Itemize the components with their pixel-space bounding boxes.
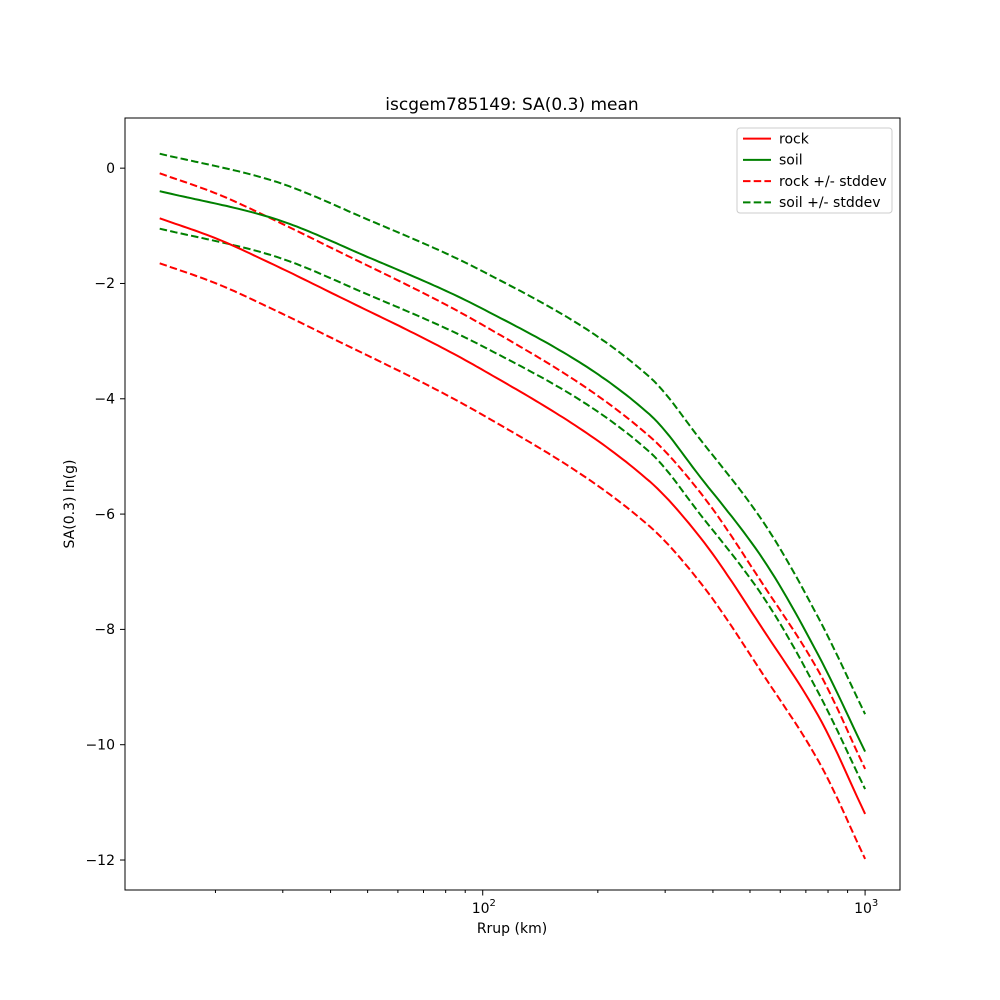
y-tick-label: −6 — [94, 507, 115, 523]
legend-item-soil_stddev: soil +/- stddev — [743, 195, 881, 211]
chart-title: iscgem785149: SA(0.3) mean — [385, 95, 639, 115]
rock-minus-stddev-curve — [159, 262, 867, 860]
legend-item-rock: rock — [743, 131, 810, 147]
legend-box — [736, 127, 893, 214]
y-tick-label: −4 — [94, 392, 115, 408]
soil-minus-stddev-curve — [159, 227, 867, 790]
legend-item-rock_stddev: rock +/- stddev — [743, 174, 887, 190]
y-tick-label: −10 — [85, 737, 115, 753]
rock-plus-stddev-curve — [159, 172, 867, 770]
y-tick-label: −8 — [94, 622, 115, 638]
y-tick-label: 0 — [106, 161, 115, 177]
y-tick-label: −2 — [94, 276, 115, 292]
plot-frame — [124, 117, 901, 891]
x-tick-label: 103 — [854, 898, 878, 917]
y-tick-label: −12 — [85, 853, 115, 869]
x-tick-label: 102 — [472, 898, 496, 917]
legend-label: soil — [779, 153, 803, 169]
legend-label: rock +/- stddev — [779, 174, 887, 190]
soil-mean-curve — [159, 190, 867, 753]
legend-label: soil +/- stddev — [779, 195, 881, 211]
soil-plus-stddev-curve — [159, 152, 867, 715]
x-axis-label: Rrup (km) — [476, 921, 548, 937]
legend-item-soil: soil — [743, 153, 803, 169]
legend-label: rock — [779, 131, 810, 147]
legend: rock soil rock +/- stddev soil +/- stddev — [736, 127, 893, 214]
rock-mean-curve — [159, 217, 867, 815]
